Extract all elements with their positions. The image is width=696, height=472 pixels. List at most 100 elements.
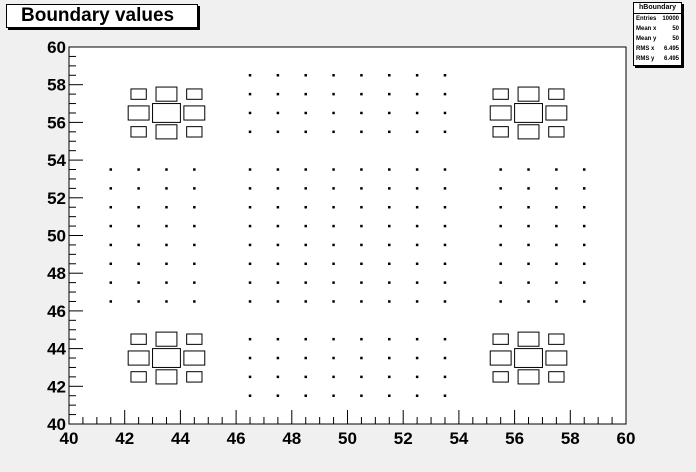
x-tick-label: 46 [227,429,246,448]
heatmap-dot [499,224,502,228]
heatmap-dot [248,187,252,190]
heatmap-cell [186,333,203,345]
heatmap-dot [527,187,530,190]
heatmap-dot [443,168,447,171]
heatmap-dot [555,300,558,303]
heatmap-dot [415,111,419,115]
heatmap-dot [248,74,252,77]
heatmap-dot [527,168,530,171]
heatmap-dot [276,300,280,303]
heatmap-cell [152,348,181,368]
heatmap-dot [527,205,530,209]
x-tick-label: 56 [505,429,524,448]
heatmap-dot [555,224,558,228]
heatmap-dot [360,111,363,115]
heatmap-dot [137,262,140,266]
chart-title: Boundary values [21,5,175,26]
heatmap-dot [332,337,335,341]
heatmap-dot [304,262,307,266]
heatmap-dot [499,281,502,284]
heatmap-dot [332,74,335,77]
heatmap-dot [388,74,391,77]
heatmap-dot [109,243,113,247]
heatmap-dot [332,187,335,190]
heatmap-dot [415,168,419,171]
heatmap-dot [304,243,307,247]
heatmap-dot [582,281,586,284]
heatmap-dot [332,224,335,228]
heatmap-dot [248,92,252,96]
heatmap-dot [137,243,140,247]
heatmap-dot [415,337,419,341]
heatmap-dot [248,300,252,303]
heatmap-dot [304,375,307,379]
heatmap-dot [527,224,530,228]
x-tick-label: 54 [449,429,468,448]
heatmap-dot [276,337,280,341]
heatmap-dot [582,300,586,303]
heatmap-dot [527,243,530,247]
heatmap-cell [492,126,509,138]
heatmap-dot [582,168,586,171]
plot-area [68,46,627,425]
heatmap-cell [545,105,568,121]
y-tick-label: 48 [47,264,66,283]
heatmap-dot [304,337,307,341]
heatmap-cell [514,348,543,368]
heatmap-dot [332,130,335,134]
heatmap-dot [332,168,335,171]
heatmap-dot [109,187,113,190]
x-tick-label: 60 [617,429,636,448]
stats-value: 6.495 [663,56,679,62]
heatmap-dot [276,74,280,77]
heatmap-dot [304,111,307,115]
heatmap-dot [276,375,280,379]
heatmap-cell [130,126,147,138]
x-tick-label: 58 [561,429,580,448]
heatmap-dot [388,394,391,397]
stats-row-rms-x: RMS x 6.495 [634,44,681,54]
heatmap-dot [276,111,280,115]
heatmap-dot [332,300,335,303]
heatmap-dot [248,356,252,360]
stats-title: hBoundary [634,3,681,14]
heatmap-dot [193,187,196,190]
heatmap-dot [388,205,391,209]
heatmap-dot [248,394,252,397]
heatmap-cell [517,124,540,140]
heatmap-dot [248,224,252,228]
x-tick-label: 50 [338,429,357,448]
y-tick-label: 50 [47,227,66,246]
heatmap-dot [276,205,280,209]
heatmap-dot [248,375,252,379]
heatmap-cell [548,88,565,100]
heatmap-dot [360,224,363,228]
heatmap-dot [109,300,113,303]
heatmap-dot [360,187,363,190]
heatmap-dot [248,130,252,134]
heatmap-cell [155,369,178,385]
heatmap-dot [388,356,391,360]
stats-value: 50 [672,36,679,42]
heatmap-dot [443,205,447,209]
y-tick-label: 40 [47,415,66,434]
heatmap-cell [548,371,565,383]
heatmap-dot [582,205,586,209]
heatmap-dot [555,281,558,284]
heatmap-cell [130,371,147,383]
heatmap-dot [388,243,391,247]
heatmap-dot [443,130,447,134]
heatmap-dot [165,205,168,209]
heatmap-dot [304,394,307,397]
heatmap-dot [276,224,280,228]
heatmap-dot [109,281,113,284]
heatmap-dot [360,130,363,134]
stats-box: hBoundary Entries 10000 Mean x 50 Mean y… [633,2,682,66]
heatmap-dot [443,281,447,284]
heatmap-dot [555,187,558,190]
stats-row-mean-x: Mean x 50 [634,24,681,34]
heatmap-dot [582,224,586,228]
heatmap-dot [499,300,502,303]
heatmap-dot [415,300,419,303]
